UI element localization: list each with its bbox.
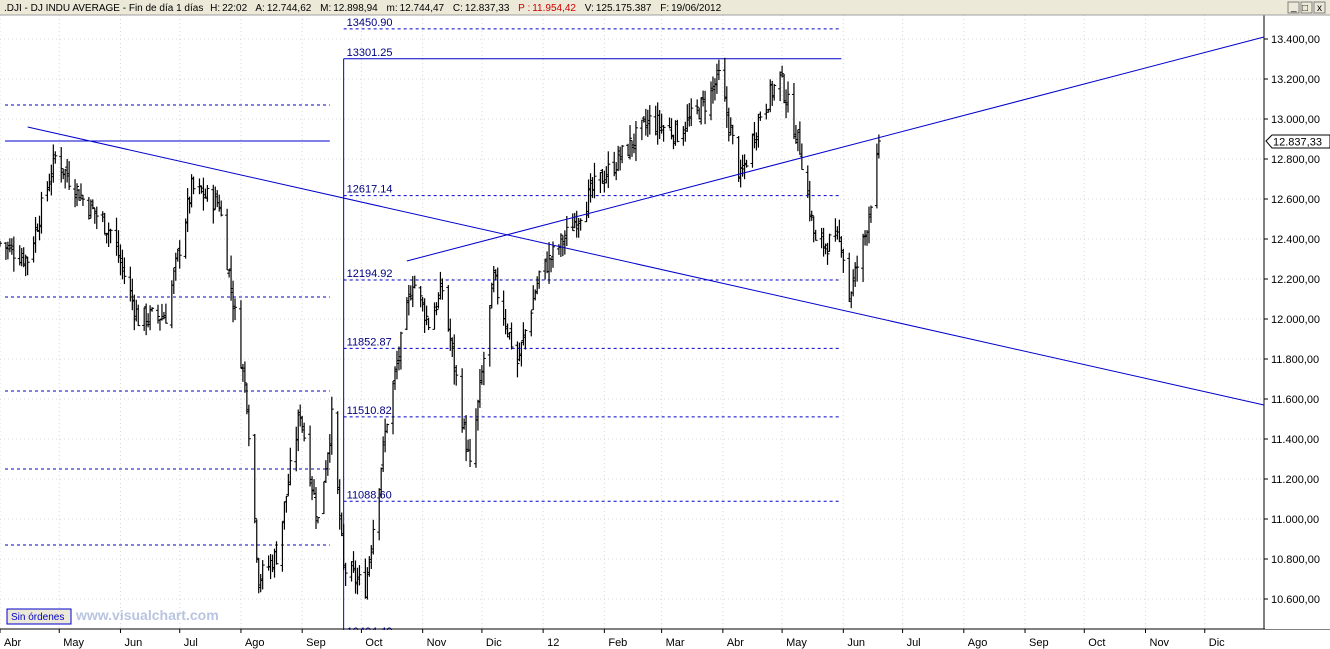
svg-text:Sin órdenes: Sin órdenes: [11, 612, 64, 623]
x-tick-label: Dic: [1209, 637, 1225, 649]
minimize-button[interactable]: _: [1287, 1, 1300, 14]
x-tick-label: 12: [547, 637, 559, 649]
x-tick-label: Abr: [727, 637, 744, 649]
y-tick-label: 10.600,00: [1271, 594, 1320, 606]
x-tick-label: Ago: [245, 637, 265, 649]
fib-level-label: 11510.82: [347, 405, 392, 417]
fib-level-label: 13450.90: [347, 17, 393, 29]
y-tick-label: 13.200,00: [1271, 74, 1320, 86]
trendline: [27, 126, 1265, 406]
watermark: www.visualchart.com: [75, 607, 219, 623]
x-tick-label: Feb: [608, 637, 627, 649]
fib-level-label: 11088.60: [347, 489, 392, 501]
x-tick-label: Dic: [486, 637, 502, 649]
y-tick-label: 12.600,00: [1271, 194, 1320, 206]
header-bar: [0, 0, 1330, 15]
x-axis-panel[interactable]: [0, 630, 1330, 649]
x-tick-label: May: [63, 637, 84, 649]
y-axis-panel[interactable]: [1265, 15, 1330, 629]
x-tick-label: Jun: [124, 637, 142, 649]
y-tick-label: 13.000,00: [1271, 114, 1320, 126]
y-tick-label: 12.400,00: [1271, 234, 1320, 246]
orders-button[interactable]: Sin órdenes: [6, 608, 72, 625]
maximize-button[interactable]: □: [1300, 1, 1313, 14]
y-tick-label: 11.200,00: [1271, 474, 1319, 486]
fib-level-label: 12617.14: [347, 184, 393, 196]
x-tick-label: Oct: [365, 637, 382, 649]
close-button[interactable]: x: [1313, 1, 1326, 14]
y-tick-label: 12.200,00: [1271, 274, 1320, 286]
y-tick-label: 12.000,00: [1271, 314, 1320, 326]
y-axis: 10.600,00 10.800,00 11.000,00 11.200,00 11.4…: [1264, 34, 1320, 606]
plot-area[interactable]: [0, 15, 1264, 629]
x-tick-label: Jul: [184, 637, 198, 649]
y-tick-label: 11.600,00: [1271, 394, 1319, 406]
fib-level-label: 13301.25: [347, 47, 393, 59]
trendline: [406, 36, 1265, 262]
svg-text:x: x: [1317, 3, 1322, 14]
x-tick-label: Mar: [666, 637, 685, 649]
current-price-value: 12.837,33: [1273, 137, 1322, 149]
y-tick-label: 10.800,00: [1271, 554, 1320, 566]
x-tick-label: Sep: [1029, 637, 1049, 649]
fib-level-label: 11852.87: [347, 336, 392, 348]
fib-level-label: 12194.92: [347, 268, 393, 280]
header-symbol: .DJI - DJ INDU AVERAGE - Fin de día 1 dí…: [4, 3, 203, 14]
y-tick-label: 13.400,00: [1271, 34, 1320, 46]
x-tick-label: Oct: [1088, 637, 1105, 649]
current-price-tag: 12.837,33: [1265, 134, 1330, 149]
price-bars: [0, 57, 881, 600]
header-info: .DJI - DJ INDU AVERAGE - Fin de día 1 dí…: [4, 3, 722, 14]
y-tick-label: 12.800,00: [1271, 154, 1320, 166]
y-tick-label: 11.400,00: [1271, 434, 1319, 446]
x-tick-label: Jul: [907, 637, 921, 649]
x-tick-label: Sep: [306, 637, 326, 649]
svg-text:□: □: [1302, 3, 1308, 14]
grid: [0, 15, 1264, 629]
y-tick-label: 11.800,00: [1271, 354, 1319, 366]
svg-text:_: _: [1290, 2, 1297, 13]
x-tick-label: Nov: [1150, 637, 1170, 649]
trendlines[interactable]: [27, 36, 1265, 406]
x-tick-label: Nov: [427, 637, 447, 649]
x-tick-label: Ago: [968, 637, 988, 649]
y-tick-label: 11.000,00: [1271, 514, 1319, 526]
x-axis: Abr May Jun Jul Ago Sep Oct Nov Dic 12 Feb Mar Abr Ma…: [0, 629, 1225, 649]
x-tick-label: Jun: [847, 637, 865, 649]
x-tick-label: Abr: [4, 637, 21, 649]
x-tick-label: May: [786, 637, 807, 649]
